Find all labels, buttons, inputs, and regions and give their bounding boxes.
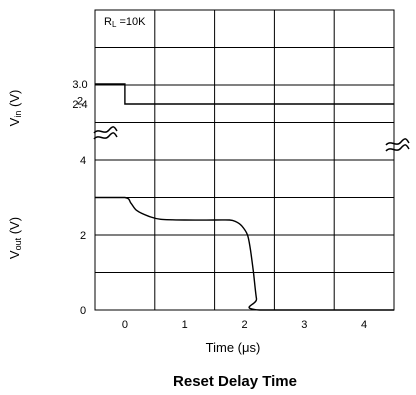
x-tick-label: 1 xyxy=(182,319,188,331)
vout-trace xyxy=(94,196,394,311)
axis-break-left xyxy=(93,126,118,134)
x-tick-label: 2 xyxy=(241,319,247,331)
chart-title: Reset Delay Time xyxy=(173,373,297,390)
x-axis-label: Time (μs) xyxy=(206,340,261,355)
chart-traces xyxy=(94,83,394,311)
chart-grid xyxy=(94,9,395,311)
axis-break-right xyxy=(385,138,410,146)
vout-tick-label: 0 xyxy=(80,305,86,317)
x-tick-label: 0 xyxy=(122,319,128,331)
axis-break-marks xyxy=(93,126,410,152)
vin-tick-label: 3.0 xyxy=(72,79,87,91)
vin-tick-label: 2.4 xyxy=(72,99,87,111)
vout-axis-label: Vout (V) xyxy=(7,217,23,259)
vin-tick-label: 2 xyxy=(77,95,83,107)
vout-tick-label: 2 xyxy=(80,230,86,242)
vin-trace xyxy=(95,83,394,105)
load-resistance-note: RL =10K xyxy=(104,16,146,29)
x-tick-label: 3 xyxy=(301,319,307,331)
axis-break-left xyxy=(93,132,118,140)
vout-tick-label: 4 xyxy=(80,155,86,167)
axis-break-right xyxy=(385,144,410,152)
vin-axis-label: Vin (V) xyxy=(7,90,23,127)
x-tick-label: 4 xyxy=(361,319,367,331)
